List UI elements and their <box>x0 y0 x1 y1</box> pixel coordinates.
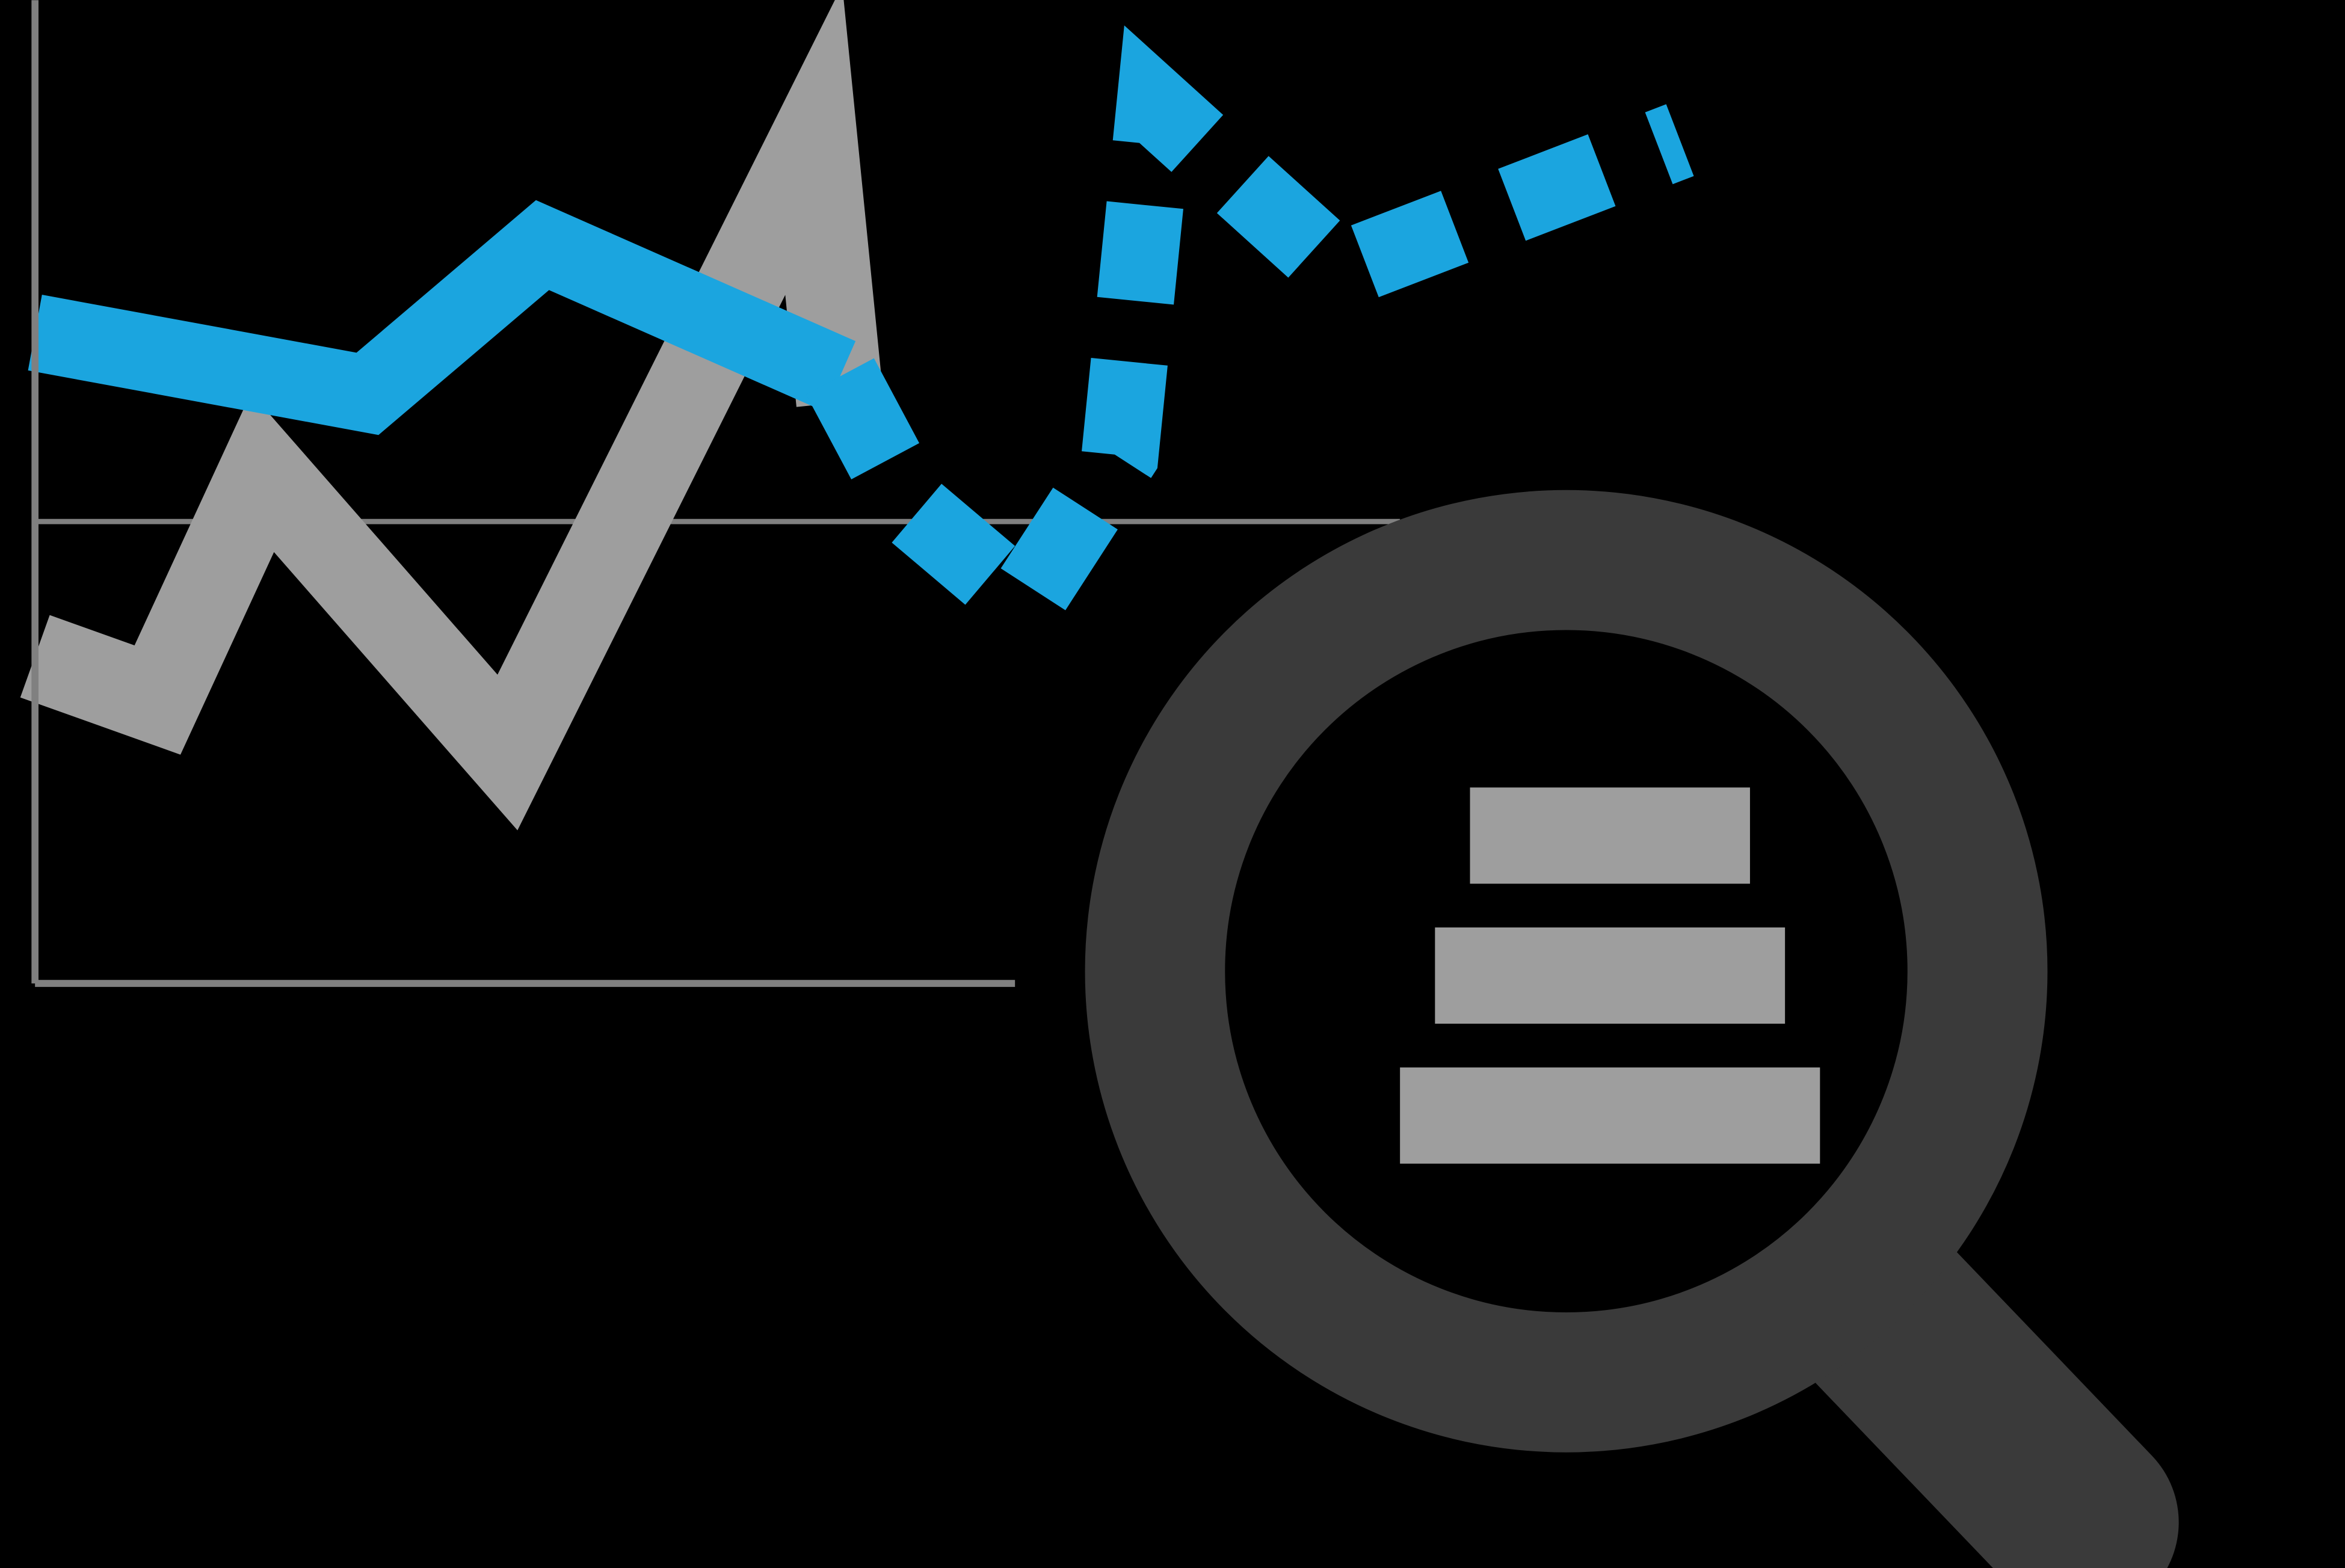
magnifier-bar-2 <box>1435 927 1785 1024</box>
magnifier-bar-3 <box>1400 1068 1820 1164</box>
scene-svg <box>0 0 2345 1568</box>
analytics-graphic <box>0 0 2345 1568</box>
magnifier-bar-1 <box>1470 787 1750 884</box>
